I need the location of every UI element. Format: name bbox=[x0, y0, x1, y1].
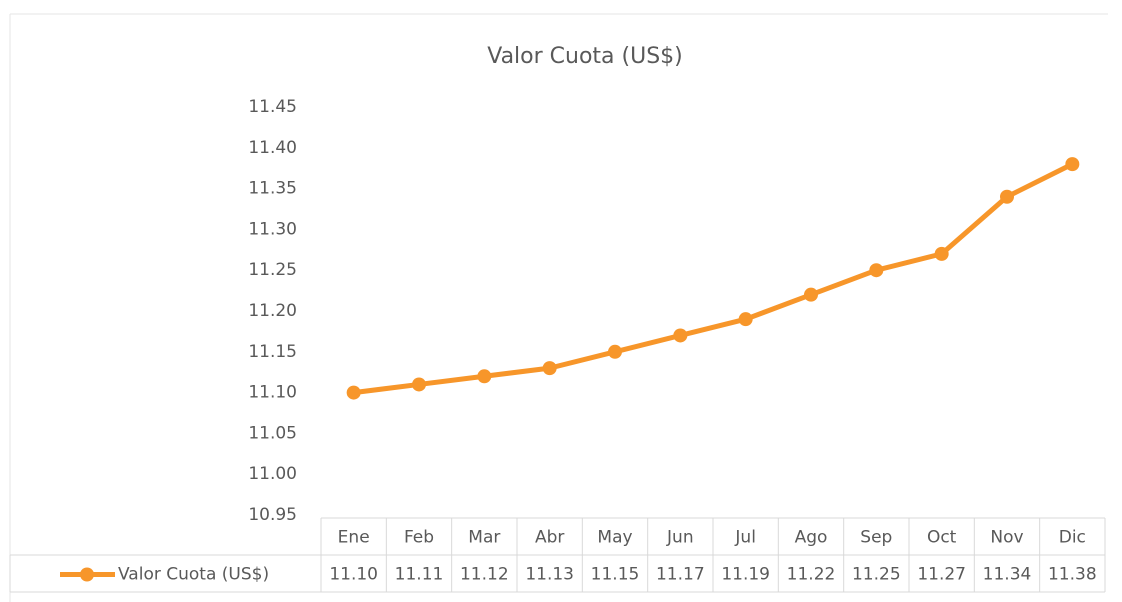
y-tick-label: 11.15 bbox=[248, 342, 297, 362]
marker bbox=[738, 312, 753, 327]
marker bbox=[869, 263, 884, 278]
x-tick-label: Ago bbox=[795, 528, 828, 548]
x-tick-label: Sep bbox=[860, 528, 892, 548]
legend-marker bbox=[80, 567, 94, 582]
y-tick-label: 11.10 bbox=[248, 383, 297, 403]
marker bbox=[608, 344, 622, 359]
data-table-value: 11.19 bbox=[721, 565, 770, 585]
data-table-value: 11.15 bbox=[591, 565, 640, 585]
y-tick-label: 11.30 bbox=[248, 219, 297, 239]
data-table-value: 11.11 bbox=[395, 565, 444, 585]
series-line bbox=[353, 161, 1074, 396]
data-table-value: 11.17 bbox=[656, 565, 705, 585]
y-tick-label: 11.05 bbox=[248, 423, 297, 443]
marker bbox=[412, 377, 426, 392]
marker bbox=[1000, 189, 1014, 204]
x-tick-label: Nov bbox=[990, 528, 1023, 548]
y-tick-label: 11.00 bbox=[248, 464, 297, 484]
x-tick-label: Ene bbox=[338, 528, 370, 548]
data-table-value: 11.25 bbox=[852, 565, 901, 585]
x-tick-label: Oct bbox=[927, 528, 957, 548]
marker bbox=[346, 385, 361, 400]
marker bbox=[934, 246, 949, 261]
data-table-value: 11.34 bbox=[983, 565, 1032, 585]
data-table-value: 11.10 bbox=[329, 565, 378, 585]
data-table-value: 11.22 bbox=[787, 565, 836, 585]
y-tick-label: 11.45 bbox=[248, 97, 297, 117]
y-tick-label: 11.20 bbox=[248, 301, 297, 321]
data-table-value: 11.27 bbox=[917, 565, 966, 585]
x-tick-label: Dic bbox=[1059, 528, 1086, 548]
y-tick-label: 11.35 bbox=[248, 179, 297, 199]
y-tick-label: 10.95 bbox=[248, 505, 297, 525]
data-table-value: 11.13 bbox=[525, 565, 574, 585]
x-tick-label: Jun bbox=[666, 528, 694, 548]
x-tick-label: May bbox=[597, 528, 632, 548]
data-table-value: 11.38 bbox=[1048, 565, 1097, 585]
marker bbox=[477, 369, 492, 384]
marker bbox=[542, 361, 557, 376]
y-tick-label: 11.25 bbox=[248, 260, 297, 280]
data-table-value: 11.12 bbox=[460, 565, 509, 585]
marker bbox=[1065, 157, 1080, 172]
x-tick-label: Mar bbox=[468, 528, 500, 548]
legend-label: Valor Cuota (US$) bbox=[118, 565, 269, 585]
marker bbox=[673, 328, 688, 343]
x-tick-label: Abr bbox=[535, 528, 564, 548]
y-tick-label: 11.40 bbox=[248, 138, 297, 158]
x-tick-label: Jul bbox=[734, 528, 756, 548]
marker bbox=[804, 287, 818, 302]
chart-title: Valor Cuota (US$) bbox=[487, 44, 683, 69]
x-tick-label: Feb bbox=[404, 528, 434, 548]
